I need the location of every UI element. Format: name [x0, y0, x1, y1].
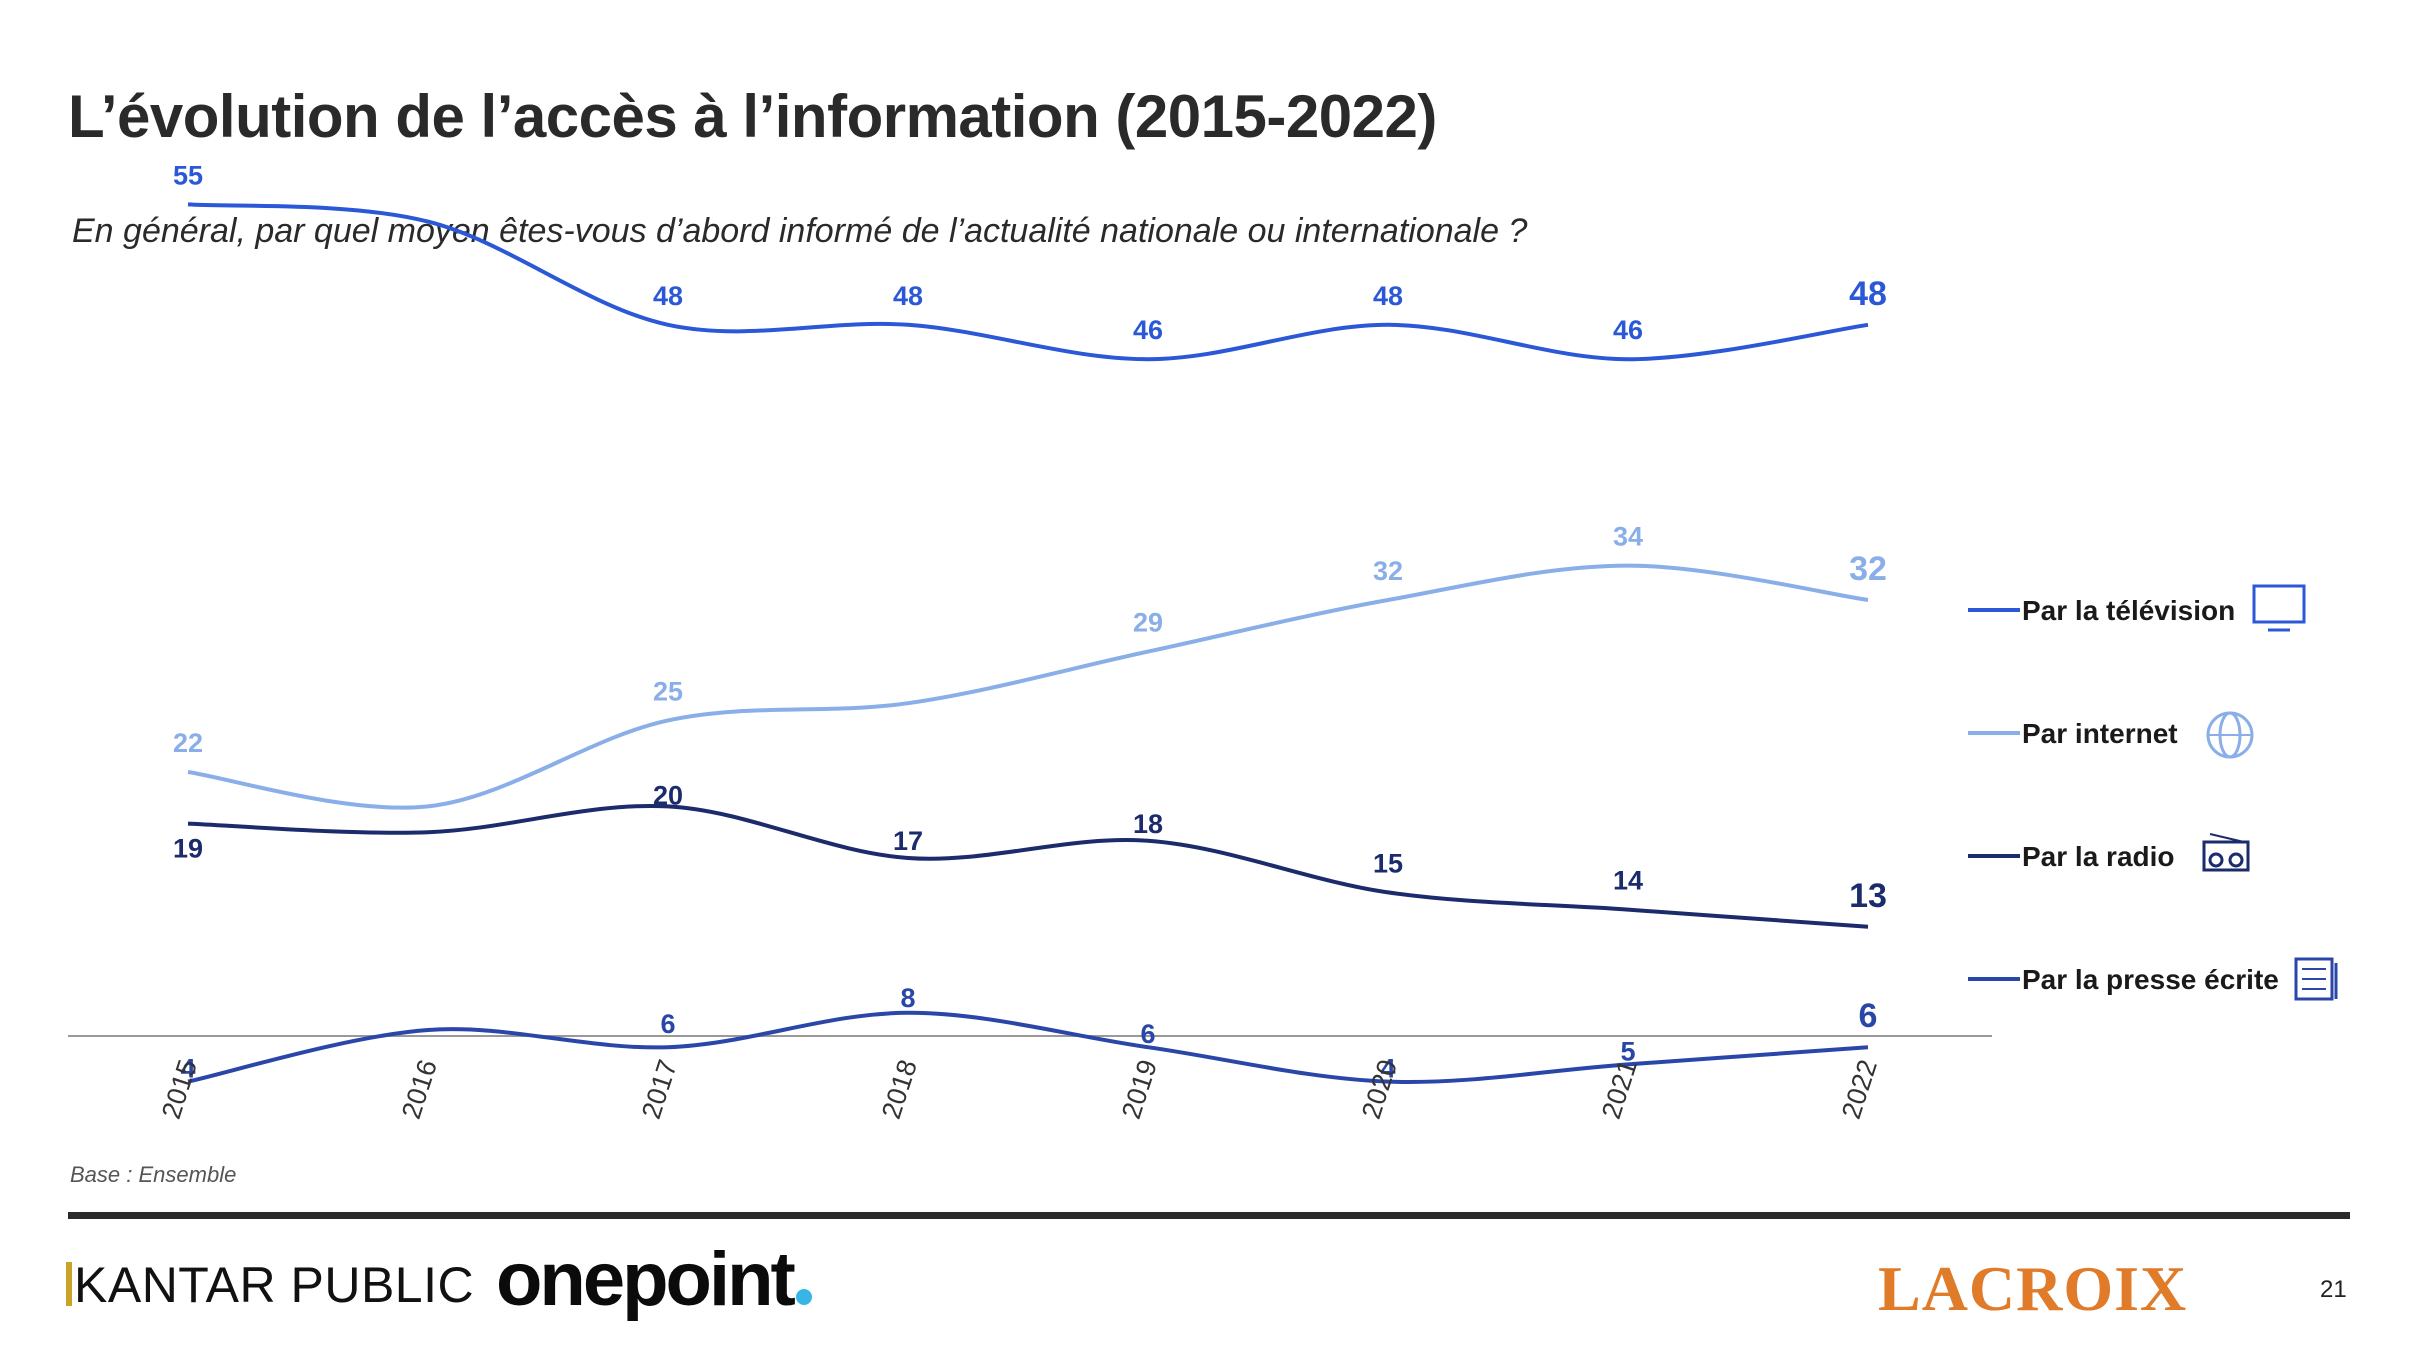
data-label-radio: 15: [1373, 848, 1403, 878]
slide-title: L’évolution de l’accès à l’information (…: [68, 83, 1437, 150]
legend-label: Par la presse écrite: [2022, 964, 2279, 995]
legend: Par la télévision Par internet Par la radi…: [1968, 584, 2338, 1001]
data-label-radio: 13: [1849, 877, 1887, 915]
legend-label: Par la télévision: [2022, 595, 2235, 626]
data-label-internet: 32: [1849, 550, 1887, 588]
series-line-radio: [187, 803, 1869, 929]
onepoint-dot-icon: [795, 1289, 812, 1305]
la-croix-logo: LACROIX: [1878, 1253, 2188, 1324]
x-tick-label: 2019: [1116, 1056, 1163, 1122]
www-globe-icon: [2206, 711, 2254, 759]
data-label-presse: 4: [1380, 1054, 1395, 1084]
page-number: 21: [2320, 1276, 2347, 1303]
base-note: Base : Ensemble: [70, 1162, 237, 1187]
slide-subtitle: En général, par quel moyen êtes-vous d’a…: [72, 212, 1528, 250]
kantar-public-logo: KANTAR PUBLIC: [66, 1256, 474, 1314]
x-tick-layer: 2015 2016 2017 2018 2019 2020 2021 2022: [156, 1056, 1883, 1122]
x-tick-label: 2018: [876, 1056, 923, 1122]
data-label-internet: 22: [173, 728, 203, 758]
legend-item-radio: Par la radio: [1968, 833, 2250, 872]
data-label-radio: 19: [173, 834, 203, 864]
data-label-television: 46: [1133, 315, 1163, 345]
legend-item-television: Par la télévision: [1968, 584, 2306, 632]
tv-icon: [2252, 584, 2306, 632]
legend-label: Par internet: [2022, 718, 2178, 749]
series-line-presse: [187, 1010, 1869, 1084]
data-label-television: 48: [1373, 281, 1403, 311]
legend-label: Par la radio: [2022, 841, 2175, 872]
legend-item-internet: Par internet: [1968, 711, 2254, 759]
series-layer: [187, 202, 1869, 1084]
data-label-internet: 34: [1613, 522, 1643, 552]
radio-icon: [2202, 833, 2250, 872]
data-label-radio: 18: [1133, 809, 1163, 839]
onepoint-logo: onepoint: [496, 1236, 812, 1323]
data-label-presse: 5: [1620, 1036, 1635, 1066]
data-label-presse: 6: [1859, 997, 1878, 1035]
data-label-presse: 6: [1140, 1019, 1155, 1049]
series-line-television: [187, 202, 1869, 362]
data-label-internet: 29: [1133, 608, 1163, 638]
data-label-television: 48: [653, 281, 683, 311]
data-label-presse: 6: [660, 1009, 675, 1039]
data-label-internet: 25: [653, 676, 683, 706]
data-label-television: 48: [1849, 275, 1887, 313]
data-label-television: 46: [1613, 315, 1643, 345]
legend-item-presse: Par la presse écrite: [1968, 957, 2338, 1001]
data-label-presse: 4: [180, 1054, 195, 1084]
x-tick-label: 2015: [156, 1056, 203, 1122]
x-tick-label: 2020: [1356, 1056, 1403, 1122]
x-tick-label: 2016: [396, 1056, 443, 1122]
data-label-radio: 17: [893, 826, 923, 856]
footer-divider: [68, 1212, 2350, 1219]
series-line-internet: [187, 563, 1869, 810]
data-label-television: 55: [173, 160, 203, 190]
data-label-internet: 32: [1373, 556, 1403, 586]
x-tick-label: 2017: [636, 1056, 683, 1122]
data-label-radio: 14: [1613, 866, 1643, 896]
data-label-presse: 8: [900, 983, 915, 1013]
x-tick-label: 2022: [1836, 1056, 1883, 1122]
newspaper-icon: [2294, 957, 2338, 1001]
data-label-television: 48: [893, 281, 923, 311]
data-label-radio: 20: [653, 780, 683, 810]
